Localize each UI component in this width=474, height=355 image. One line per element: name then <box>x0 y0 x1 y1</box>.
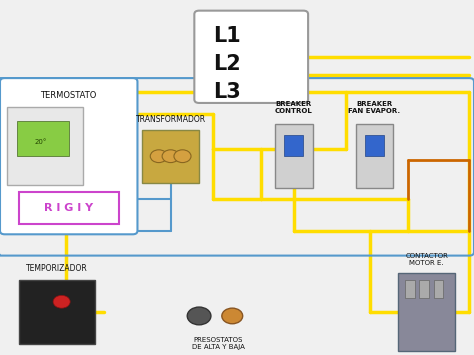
FancyBboxPatch shape <box>194 11 308 103</box>
Circle shape <box>222 308 243 324</box>
Text: TERMOSTATO: TERMOSTATO <box>41 91 97 99</box>
Circle shape <box>150 150 167 163</box>
Text: TEMPORIZADOR: TEMPORIZADOR <box>26 264 88 273</box>
Circle shape <box>162 150 179 163</box>
Bar <box>398 273 455 351</box>
Bar <box>19 280 95 344</box>
Bar <box>275 124 313 188</box>
Text: CONTACTOR
MOTOR E.: CONTACTOR MOTOR E. <box>405 253 448 266</box>
Text: BREAKER
FAN EVAPOR.: BREAKER FAN EVAPOR. <box>348 100 401 114</box>
Text: PRESOSTATOS
DE ALTA Y BAJA: PRESOSTATOS DE ALTA Y BAJA <box>191 337 245 350</box>
Bar <box>405 280 415 298</box>
Text: L1: L1 <box>213 26 241 45</box>
Bar <box>142 130 199 183</box>
Bar <box>365 135 384 156</box>
Text: BREAKER
CONTROL: BREAKER CONTROL <box>275 100 313 114</box>
Bar <box>17 121 69 156</box>
Bar <box>19 192 118 224</box>
Bar <box>7 106 83 185</box>
Text: TRANSFORMADOR: TRANSFORMADOR <box>136 115 206 124</box>
Text: L3: L3 <box>213 82 241 102</box>
Circle shape <box>187 307 211 325</box>
Circle shape <box>174 150 191 163</box>
Text: R I G I Y: R I G I Y <box>44 203 93 213</box>
Bar <box>356 124 393 188</box>
Circle shape <box>53 295 70 308</box>
FancyBboxPatch shape <box>0 78 137 234</box>
Bar <box>434 280 443 298</box>
Text: L2: L2 <box>213 54 241 74</box>
Bar <box>284 135 303 156</box>
Bar <box>419 280 429 298</box>
Text: 20°: 20° <box>34 139 46 145</box>
